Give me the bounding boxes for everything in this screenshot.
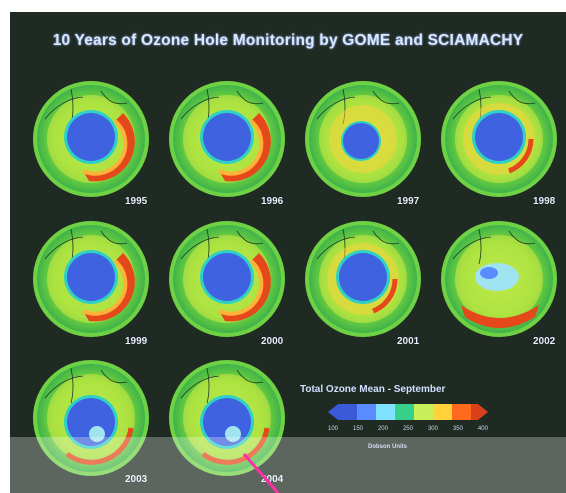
tick-label: 350 bbox=[452, 426, 463, 432]
ozone-map-2000 bbox=[167, 219, 287, 339]
year-label-1997: 1997 bbox=[397, 196, 420, 207]
ozone-map-1996 bbox=[167, 79, 287, 199]
ozone-map-2002 bbox=[439, 219, 559, 339]
tick-label: 250 bbox=[402, 426, 413, 432]
ozone-map-2001 bbox=[303, 219, 423, 339]
scale-arrow-right bbox=[478, 404, 488, 420]
scale-ticks: 100 150 200 250 300 350 400 bbox=[328, 426, 488, 432]
year-label-1996: 1996 bbox=[261, 196, 284, 207]
legend-units: Dobson Units bbox=[368, 444, 407, 450]
ozone-map-1997 bbox=[303, 79, 423, 199]
tick-label: 200 bbox=[377, 426, 388, 432]
figure-title: 10 Years of Ozone Hole Monitoring by GOM… bbox=[52, 32, 524, 49]
legend-title: Total Ozone Mean - September bbox=[300, 384, 446, 395]
scale-arrow-left bbox=[328, 404, 338, 420]
year-label-2000: 2000 bbox=[261, 336, 284, 347]
tick-label: 100 bbox=[328, 426, 339, 432]
ozone-map-1999 bbox=[31, 219, 151, 339]
year-label-2001: 2001 bbox=[397, 336, 420, 347]
tick-label: 400 bbox=[477, 426, 488, 432]
year-label-2002: 2002 bbox=[533, 336, 556, 347]
year-label-1999: 1999 bbox=[125, 336, 148, 347]
figure-panel: 10 Years of Ozone Hole Monitoring by GOM… bbox=[10, 12, 566, 493]
ozone-map-1998 bbox=[439, 79, 559, 199]
color-scale-bar bbox=[328, 404, 488, 420]
year-label-1998: 1998 bbox=[533, 196, 556, 207]
year-label-1995: 1995 bbox=[125, 196, 148, 207]
bottom-overlay bbox=[10, 437, 566, 493]
tick-label: 300 bbox=[427, 426, 438, 432]
tick-label: 150 bbox=[352, 426, 363, 432]
ozone-map-1995 bbox=[31, 79, 151, 199]
year-label-2003: 2003 bbox=[125, 474, 148, 485]
